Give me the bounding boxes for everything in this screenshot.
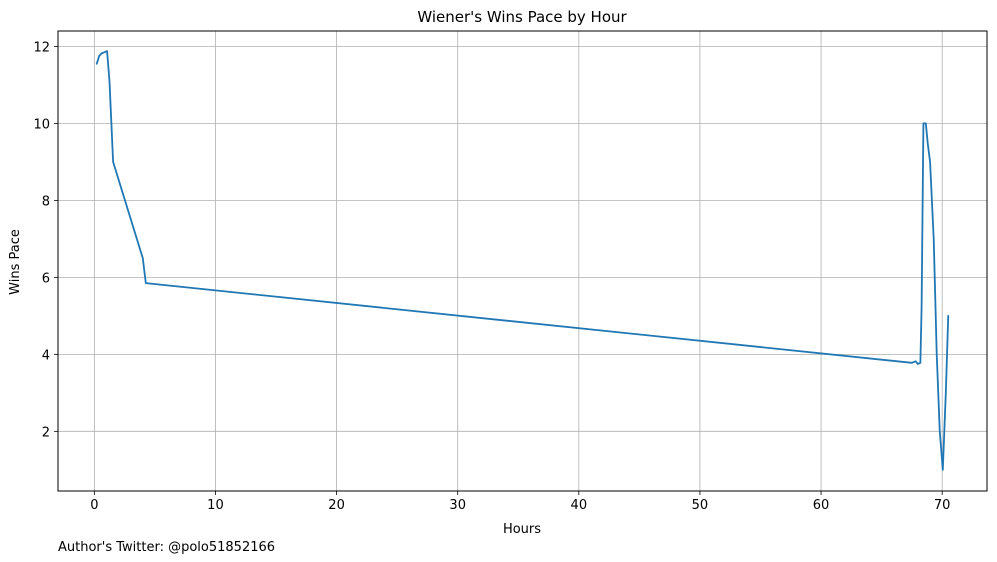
plot-area [95,50,950,471]
x-tick-label: 30 [449,498,466,513]
chart-title: Wiener's Wins Pace by Hour [417,8,627,26]
x-axis-label: Hours [503,522,541,537]
y-tick-label: 10 [33,117,50,132]
y-tick-label: 4 [42,348,50,363]
y-tick-label: 8 [42,194,50,209]
y-axis-label: Wins Pace [8,229,23,295]
x-tick-label: 0 [90,498,98,513]
x-tick-label: 70 [934,498,951,513]
y-tick-label: 2 [42,425,50,440]
author-footnote: Author's Twitter: @polo51852166 [58,540,275,555]
x-tick-label: 50 [692,498,709,513]
axes-frame [57,30,988,492]
grid [58,31,987,491]
y-tick-label: 12 [33,40,50,55]
y-tick-label: 6 [42,271,50,286]
series-line [95,50,950,471]
x-tick-label: 10 [207,498,224,513]
x-tick-label: 40 [571,498,588,513]
x-tick-label: 60 [813,498,830,513]
x-tick-label: 20 [328,498,345,513]
ticks: 0 10 20 30 40 50 60 70 2 4 6 8 10 12 [33,40,950,513]
